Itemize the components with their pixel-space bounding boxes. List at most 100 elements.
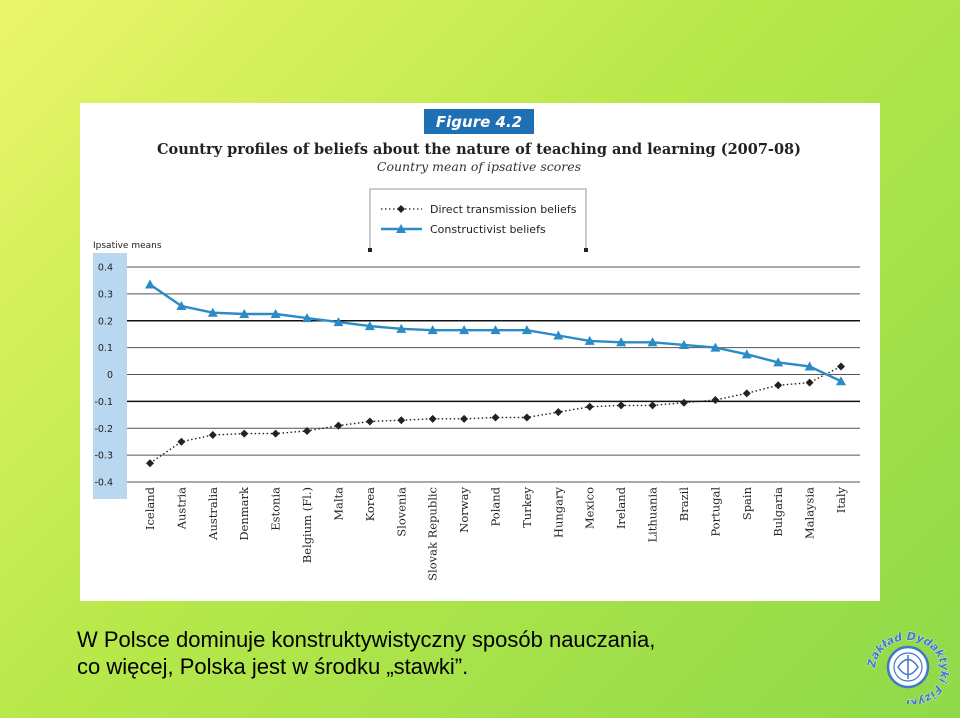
data-point bbox=[303, 426, 312, 435]
x-tick-label: Australia bbox=[206, 487, 220, 541]
data-point bbox=[333, 317, 344, 327]
data-point bbox=[428, 414, 437, 423]
x-tick-label: Iceland bbox=[143, 486, 157, 530]
gridlines bbox=[127, 266, 860, 483]
x-tick-labels: Iceland Austria Australia Denmark Estonia Bel… bbox=[143, 486, 848, 581]
data-point bbox=[837, 362, 845, 371]
x-tick-label: Belgium (Fl.) bbox=[300, 487, 314, 563]
data-point bbox=[460, 414, 469, 423]
chart-title: Country profiles of beliefs about the na… bbox=[157, 141, 801, 158]
y-tick-label: 0 bbox=[107, 370, 113, 381]
y-axis-label: Ipsative means bbox=[93, 241, 162, 251]
data-point bbox=[584, 335, 595, 345]
y-tick-label: -0.1 bbox=[94, 397, 113, 408]
data-point bbox=[145, 279, 155, 289]
data-point bbox=[616, 337, 627, 347]
x-tick-label: Norway bbox=[457, 487, 471, 533]
x-tick-label: Lithuania bbox=[646, 487, 660, 543]
x-tick-label: Estonia bbox=[269, 487, 283, 531]
x-tick-label: Slovenia bbox=[394, 487, 408, 537]
x-tick-label: Poland bbox=[489, 486, 503, 526]
x-tick-label: Ireland bbox=[614, 486, 628, 529]
data-point bbox=[334, 421, 343, 430]
x-tick-label: Italy bbox=[834, 487, 848, 514]
data-point bbox=[207, 307, 218, 317]
chart: Figure 4.2 Country profiles of beliefs a… bbox=[93, 109, 860, 581]
x-tick-label: Spain bbox=[740, 486, 754, 520]
data-point bbox=[521, 325, 532, 335]
data-point bbox=[805, 378, 814, 387]
data-point bbox=[491, 413, 500, 422]
x-tick-label: Portugal bbox=[708, 487, 722, 537]
data-point bbox=[804, 361, 815, 371]
chart-subtitle: Country mean of ipsative scores bbox=[377, 159, 581, 174]
data-point bbox=[427, 325, 438, 335]
data-point bbox=[176, 300, 187, 310]
data-point bbox=[459, 325, 470, 335]
data-point bbox=[490, 325, 501, 335]
data-point bbox=[397, 416, 406, 425]
data-point bbox=[302, 313, 313, 323]
data-point bbox=[774, 381, 783, 390]
x-tick-label: Malta bbox=[331, 487, 345, 521]
x-tick-label: Korea bbox=[363, 487, 377, 522]
series-direct-transmission bbox=[146, 362, 845, 468]
data-point bbox=[177, 437, 186, 446]
y-tick-label: 0.4 bbox=[98, 263, 113, 274]
x-tick-label: Hungary bbox=[551, 487, 565, 539]
figure-badge-text: Figure 4.2 bbox=[436, 113, 522, 131]
data-point bbox=[271, 429, 280, 438]
x-tick-label: Brazil bbox=[677, 487, 691, 522]
data-point bbox=[554, 408, 563, 417]
y-tick-label: 0.1 bbox=[98, 343, 113, 354]
legend-direct-label: Direct transmission beliefs bbox=[430, 203, 577, 216]
data-point bbox=[710, 342, 721, 352]
data-point bbox=[773, 357, 784, 367]
series-constructivist bbox=[145, 279, 846, 386]
legend-direct-marker bbox=[397, 205, 405, 213]
data-point bbox=[647, 337, 658, 347]
x-tick-label: Denmark bbox=[237, 486, 251, 541]
legend: Direct transmission beliefs Constructivi… bbox=[368, 188, 588, 252]
data-point bbox=[146, 459, 154, 468]
x-tick-label: Austria bbox=[174, 487, 188, 530]
y-tick-label: 0.2 bbox=[98, 316, 113, 327]
data-point bbox=[365, 417, 374, 426]
physics-logo-icon: Zakład Dydaktyki Fizyki bbox=[865, 630, 952, 704]
data-point bbox=[648, 401, 657, 410]
data-point bbox=[208, 430, 217, 439]
data-point bbox=[396, 323, 407, 333]
y-tick-label: -0.3 bbox=[94, 451, 113, 462]
data-point bbox=[553, 330, 564, 340]
y-tick-label: -0.2 bbox=[94, 424, 113, 435]
legend-constructivist-marker bbox=[396, 224, 406, 233]
x-tick-label: Mexico bbox=[583, 487, 597, 529]
x-tick-label: Malaysia bbox=[803, 487, 817, 539]
figure-panel: Figure 4.2 Country profiles of beliefs a… bbox=[80, 103, 880, 601]
x-tick-label: Turkey bbox=[520, 487, 534, 528]
data-point bbox=[522, 413, 531, 422]
y-tick-label: 0.3 bbox=[98, 289, 113, 300]
caption-line-1: W Polsce dominuje konstruktywistyczny sp… bbox=[77, 627, 656, 652]
data-point bbox=[741, 349, 752, 359]
data-point bbox=[364, 321, 375, 331]
y-tick-label: -0.4 bbox=[94, 478, 113, 489]
data-point bbox=[617, 401, 626, 410]
data-point bbox=[585, 402, 594, 411]
data-point bbox=[270, 309, 281, 319]
data-point bbox=[678, 339, 689, 349]
data-point bbox=[836, 376, 846, 386]
data-point bbox=[240, 429, 249, 438]
figure-badge bbox=[424, 109, 534, 134]
data-point bbox=[742, 389, 751, 398]
data-point bbox=[239, 309, 250, 319]
x-tick-label: Slovak Republic bbox=[426, 487, 440, 581]
y-tick-labels: 0.4 0.3 0.2 0.1 0 -0.1 -0.2 -0.3 -0.4 bbox=[94, 263, 113, 489]
caption: W Polsce dominuje konstruktywistyczny sp… bbox=[77, 626, 837, 680]
y-axis-band bbox=[93, 253, 127, 499]
legend-constructivist-label: Constructivist beliefs bbox=[430, 223, 546, 236]
data-point bbox=[679, 398, 688, 407]
data-point bbox=[711, 396, 720, 405]
x-tick-label: Bulgaria bbox=[771, 487, 785, 537]
